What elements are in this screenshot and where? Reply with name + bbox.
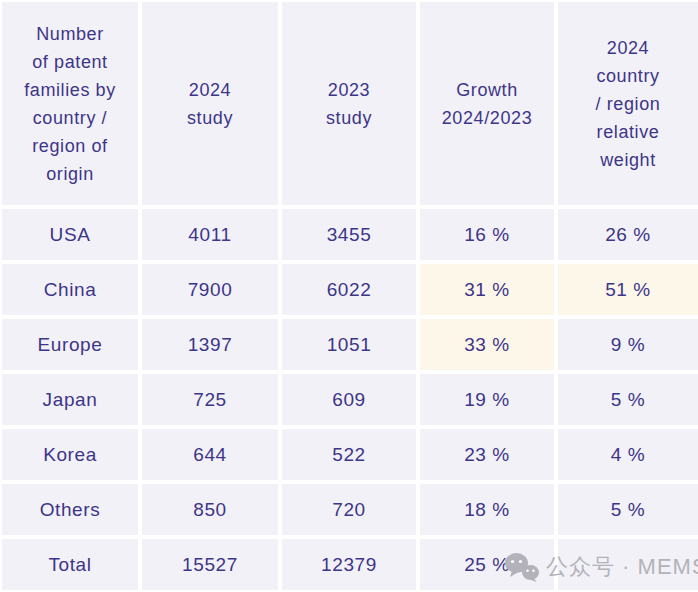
patent-families-table: Number of patent families by country / r… <box>0 0 698 592</box>
row-usa-weight: 26 % <box>558 209 698 260</box>
row-total-2024-study: 15527 <box>142 539 278 590</box>
row-japan-weight: 5 % <box>558 374 698 425</box>
col-header-growth: Growth 2024/2023 <box>420 2 554 205</box>
row-korea-region: Korea <box>2 429 138 480</box>
row-china-growth: 31 % <box>420 264 554 315</box>
row-china-2023-study: 6022 <box>282 264 416 315</box>
col-header-region: Number of patent families by country / r… <box>2 2 138 205</box>
row-china-region: China <box>2 264 138 315</box>
row-others-2023-study: 720 <box>282 484 416 535</box>
row-europe-2024-study: 1397 <box>142 319 278 370</box>
row-japan-region: Japan <box>2 374 138 425</box>
row-europe-growth: 33 % <box>420 319 554 370</box>
row-others-growth: 18 % <box>420 484 554 535</box>
row-usa-2024-study: 4011 <box>142 209 278 260</box>
row-japan-2023-study: 609 <box>282 374 416 425</box>
row-europe-2023-study: 1051 <box>282 319 416 370</box>
row-total-growth: 25 % <box>420 539 554 590</box>
row-total-weight <box>558 539 698 590</box>
row-total-2023-study: 12379 <box>282 539 416 590</box>
row-europe-region: Europe <box>2 319 138 370</box>
row-japan-2024-study: 725 <box>142 374 278 425</box>
row-others-weight: 5 % <box>558 484 698 535</box>
row-korea-weight: 4 % <box>558 429 698 480</box>
row-europe-weight: 9 % <box>558 319 698 370</box>
row-others-region: Others <box>2 484 138 535</box>
row-china-weight: 51 % <box>558 264 698 315</box>
row-total-region: Total <box>2 539 138 590</box>
row-korea-growth: 23 % <box>420 429 554 480</box>
col-header-2023-study: 2023 study <box>282 2 416 205</box>
row-korea-2024-study: 644 <box>142 429 278 480</box>
row-china-2024-study: 7900 <box>142 264 278 315</box>
row-usa-region: USA <box>2 209 138 260</box>
row-japan-growth: 19 % <box>420 374 554 425</box>
row-usa-2023-study: 3455 <box>282 209 416 260</box>
row-korea-2023-study: 522 <box>282 429 416 480</box>
col-header-relative-weight: 2024 country / region relative weight <box>558 2 698 205</box>
row-usa-growth: 16 % <box>420 209 554 260</box>
col-header-2024-study: 2024 study <box>142 2 278 205</box>
row-others-2024-study: 850 <box>142 484 278 535</box>
